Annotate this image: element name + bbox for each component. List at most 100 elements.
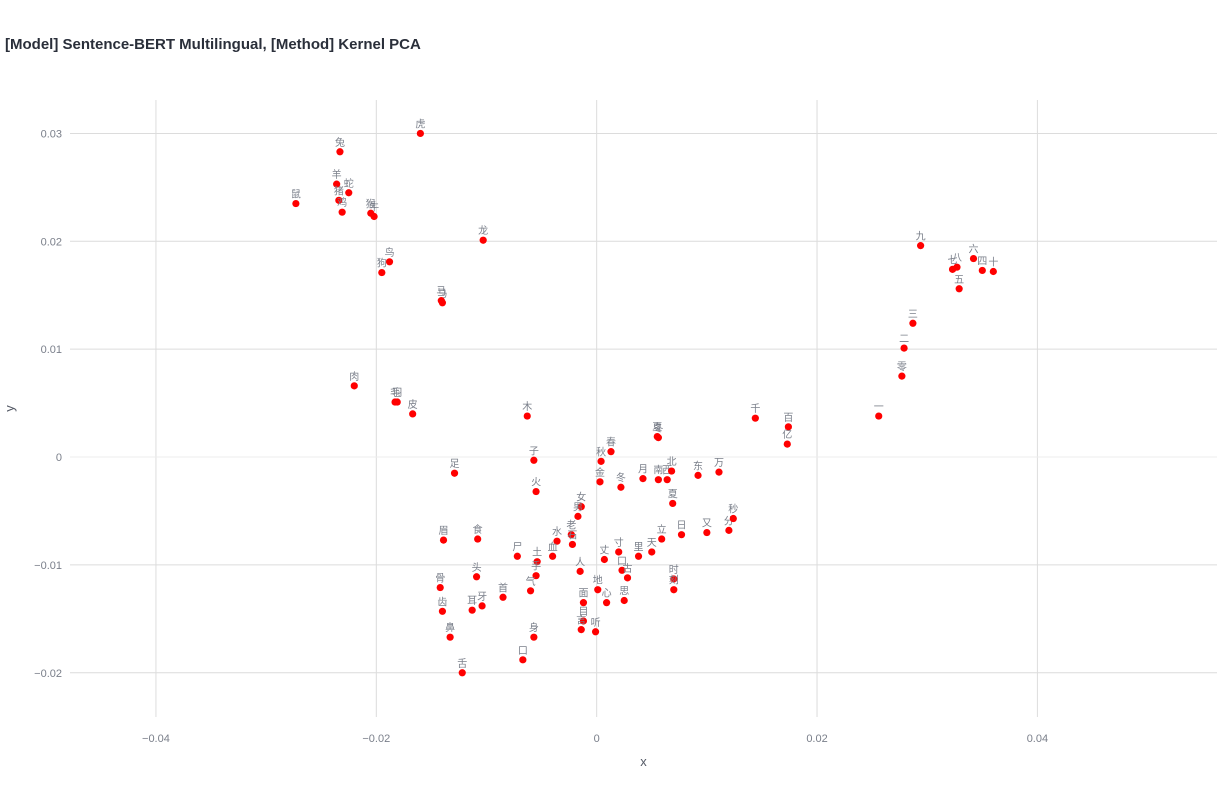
data-point	[953, 263, 961, 271]
data-point	[513, 552, 521, 560]
data-point	[532, 487, 540, 496]
data-point-label: 尸	[512, 541, 522, 553]
data-point	[875, 412, 883, 420]
y-tick-label: 0.03	[41, 128, 62, 140]
data-point-label: 东	[693, 459, 703, 472]
data-point-label: 鼻	[445, 621, 455, 634]
data-point	[474, 535, 482, 543]
data-point-label: 耳	[467, 595, 477, 607]
data-point	[577, 503, 585, 511]
data-point-label: 二	[899, 334, 909, 345]
data-point-label: 南	[653, 464, 663, 477]
data-point-label: 地	[593, 574, 603, 587]
data-point	[978, 266, 986, 275]
x-axis-title: x	[640, 754, 647, 769]
data-point	[989, 267, 997, 276]
data-point-label: 马	[436, 286, 446, 298]
data-point	[639, 475, 647, 483]
data-point-label: 手	[531, 560, 541, 573]
data-point	[336, 148, 344, 156]
data-point	[472, 573, 481, 581]
data-point-label: 千	[750, 403, 760, 415]
data-point	[663, 476, 671, 484]
data-point	[479, 236, 487, 244]
data-point	[670, 575, 678, 583]
x-tick-label: 0.04	[1027, 733, 1048, 745]
data-point	[530, 633, 538, 641]
data-point-label: 口	[617, 556, 627, 567]
data-point	[478, 602, 486, 610]
data-point-label: 食	[473, 523, 483, 536]
data-point-label: 人	[575, 556, 585, 568]
data-point-label: 木	[522, 401, 532, 413]
data-point	[784, 423, 792, 431]
data-point	[654, 476, 662, 484]
y-tick-label: 0	[56, 452, 62, 464]
data-point-label: 天	[647, 538, 657, 549]
data-point-label: 舌	[457, 658, 467, 670]
data-point-label: 八	[952, 253, 962, 264]
data-point	[955, 285, 963, 293]
data-point-label: 虎	[415, 118, 425, 130]
data-point	[596, 478, 604, 486]
data-point	[576, 567, 584, 575]
data-point	[458, 669, 466, 677]
data-point	[533, 558, 541, 566]
data-point-label: 万	[714, 458, 724, 469]
data-point-label: 十	[988, 256, 998, 269]
data-point	[338, 208, 346, 216]
data-point-label: 夏	[652, 422, 662, 434]
data-point-label: 蛇	[344, 177, 354, 190]
data-point-label: 足	[450, 458, 460, 470]
data-point-label: 思	[619, 586, 629, 598]
data-point-label: 猴	[366, 197, 376, 210]
y-tick-label: −0.01	[34, 560, 62, 572]
data-point-label: 女	[576, 491, 586, 504]
data-point	[677, 531, 686, 539]
data-point	[345, 189, 353, 197]
data-point	[523, 412, 531, 420]
data-point-label: 老	[566, 519, 576, 532]
data-point-label: 又	[702, 518, 712, 530]
data-point-label: 牙	[477, 591, 487, 603]
x-tick-label: 0	[594, 733, 600, 745]
x-tick-label: −0.02	[362, 733, 390, 745]
data-point-label: 头	[472, 562, 482, 574]
data-point-label: 听	[591, 617, 601, 629]
data-point	[783, 440, 791, 448]
data-point-label: 皮	[408, 398, 418, 411]
data-point-label: 首	[498, 581, 508, 594]
data-point-label: 牛	[369, 200, 379, 213]
data-point-label: 身	[529, 621, 539, 634]
data-point-label: 金	[595, 466, 605, 479]
data-point-label: 四	[977, 256, 987, 267]
data-point-label: 西	[662, 466, 672, 477]
data-point-label: 三	[908, 309, 918, 320]
data-point-label: 鸟	[385, 246, 395, 259]
data-point	[335, 196, 343, 204]
data-point-label: 丈	[599, 545, 609, 557]
data-point-label: 龙	[478, 224, 488, 237]
data-point	[634, 552, 643, 560]
data-point	[900, 344, 908, 352]
data-point	[669, 499, 677, 508]
data-point	[594, 586, 602, 594]
data-point	[378, 268, 386, 277]
data-point-label: 猪	[334, 185, 344, 197]
data-point	[436, 583, 444, 592]
data-point-label: 毛	[390, 387, 400, 399]
data-point-label: 羊	[332, 168, 342, 181]
data-point	[703, 528, 711, 537]
data-point	[439, 536, 448, 544]
data-point-label: 言	[576, 614, 586, 627]
x-tick-labels: −0.04 −0.02 0 0.02 0.04	[142, 733, 1048, 745]
y-axis-title: y	[2, 405, 17, 412]
data-point	[292, 199, 300, 208]
y-tick-labels: −0.02 −0.01 0 0.01 0.02 0.03	[34, 128, 62, 679]
data-point	[607, 448, 615, 456]
data-point	[568, 540, 577, 549]
data-point	[468, 606, 476, 614]
data-point-label: 百	[783, 412, 793, 424]
data-point	[654, 434, 662, 442]
